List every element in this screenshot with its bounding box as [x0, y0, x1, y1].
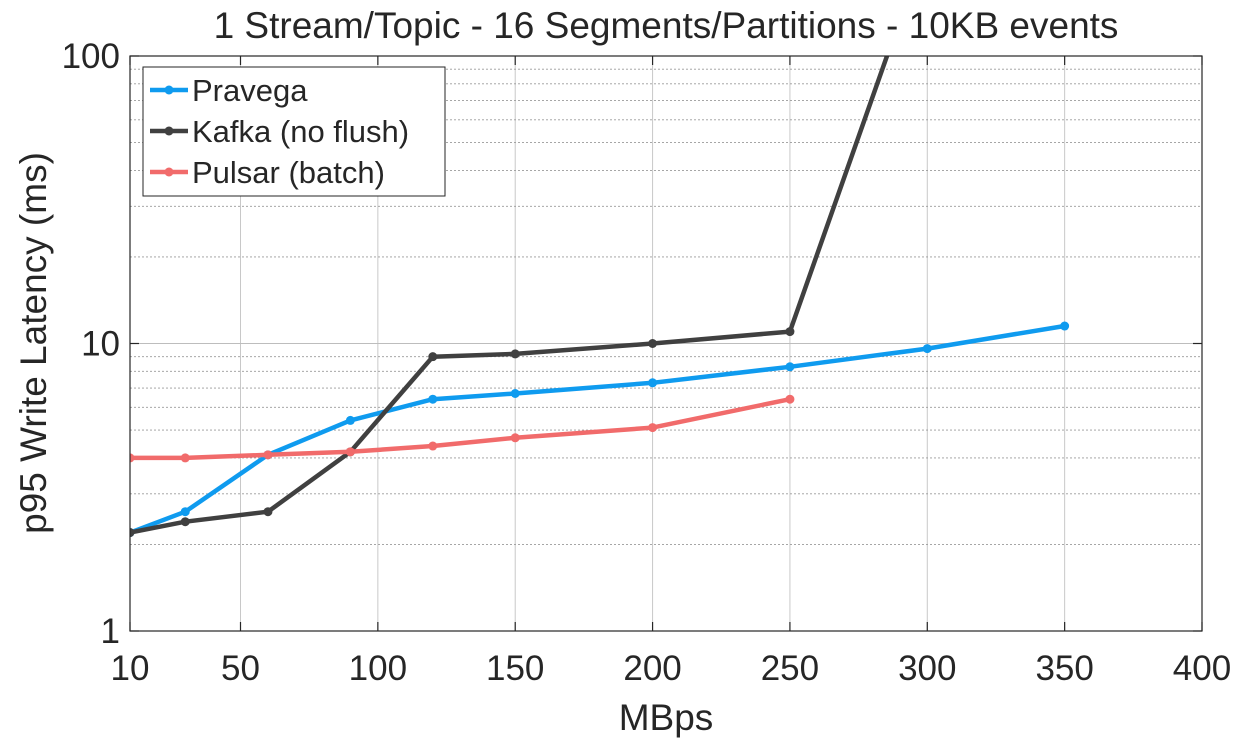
data-point-kafka-no-flush	[428, 352, 438, 362]
x-tick-label: 10	[111, 649, 150, 688]
data-point-pravega	[648, 378, 658, 388]
data-point-pravega	[510, 389, 520, 399]
data-point-pravega	[428, 394, 438, 404]
legend-label-pravega: Pravega	[192, 73, 308, 108]
legend-label-kafka-no-flush: Kafka (no flush)	[192, 114, 409, 149]
data-point-pulsar-batch	[345, 447, 355, 457]
data-point-pulsar-batch	[510, 433, 520, 443]
legend: Pravega Kafka (no flush) Pulsar (batch)	[142, 66, 446, 197]
x-axis-label: MBps	[619, 697, 714, 738]
data-point-kafka-no-flush	[648, 339, 658, 348]
legend-label-pulsar-batch: Pulsar (batch)	[192, 155, 385, 190]
data-point-pulsar-batch	[785, 394, 795, 404]
data-point-pravega	[785, 362, 795, 372]
y-axis-label: p95 Write Latency (ms)	[13, 152, 54, 534]
data-point-pravega	[180, 507, 190, 517]
data-point-pulsar-batch	[180, 453, 190, 463]
y-tick-label: 10	[81, 325, 120, 364]
x-tick-label: 350	[1035, 649, 1093, 688]
data-point-pravega	[1060, 321, 1070, 331]
data-point-kafka-no-flush	[130, 528, 135, 538]
data-point-kafka-no-flush	[510, 349, 520, 359]
x-tick-label: 100	[349, 649, 407, 688]
x-tick-labels: 10 50 100 150 200 250 300 350 400	[111, 649, 1232, 688]
legend-box	[142, 66, 446, 197]
series-pulsar-batch	[130, 394, 795, 463]
legend-marker-kafka-no-flush	[164, 126, 174, 136]
data-point-kafka-no-flush	[180, 517, 190, 527]
data-point-pulsar-batch	[648, 423, 658, 433]
data-point-pravega	[345, 415, 355, 425]
series-line-pulsar-batch	[130, 396, 791, 461]
legend-marker-pulsar-batch	[164, 167, 174, 177]
x-tick-label: 150	[486, 649, 544, 688]
grid	[130, 56, 1202, 631]
chart-title: 1 Stream/Topic - 16 Segments/Partitions …	[214, 5, 1119, 46]
x-tick-label: 400	[1173, 649, 1231, 688]
data-point-pulsar-batch	[130, 453, 135, 463]
x-tick-label: 250	[761, 649, 819, 688]
legend-marker-pravega	[164, 85, 174, 95]
series-layer	[130, 56, 1070, 538]
x-tick-label: 200	[623, 649, 681, 688]
tick-marks	[129, 55, 1203, 632]
series-line-pravega	[130, 323, 1065, 535]
x-tick-label: 50	[221, 649, 260, 688]
x-tick-label: 300	[898, 649, 956, 688]
y-tick-labels: 1 10 100	[62, 37, 120, 651]
data-point-kafka-no-flush	[263, 507, 273, 517]
data-point-pravega	[922, 344, 932, 354]
y-tick-label: 100	[62, 37, 120, 76]
data-point-pulsar-batch	[263, 450, 273, 460]
data-point-kafka-no-flush	[785, 327, 795, 337]
data-point-pulsar-batch	[428, 441, 438, 451]
y-tick-label: 1	[101, 612, 120, 651]
